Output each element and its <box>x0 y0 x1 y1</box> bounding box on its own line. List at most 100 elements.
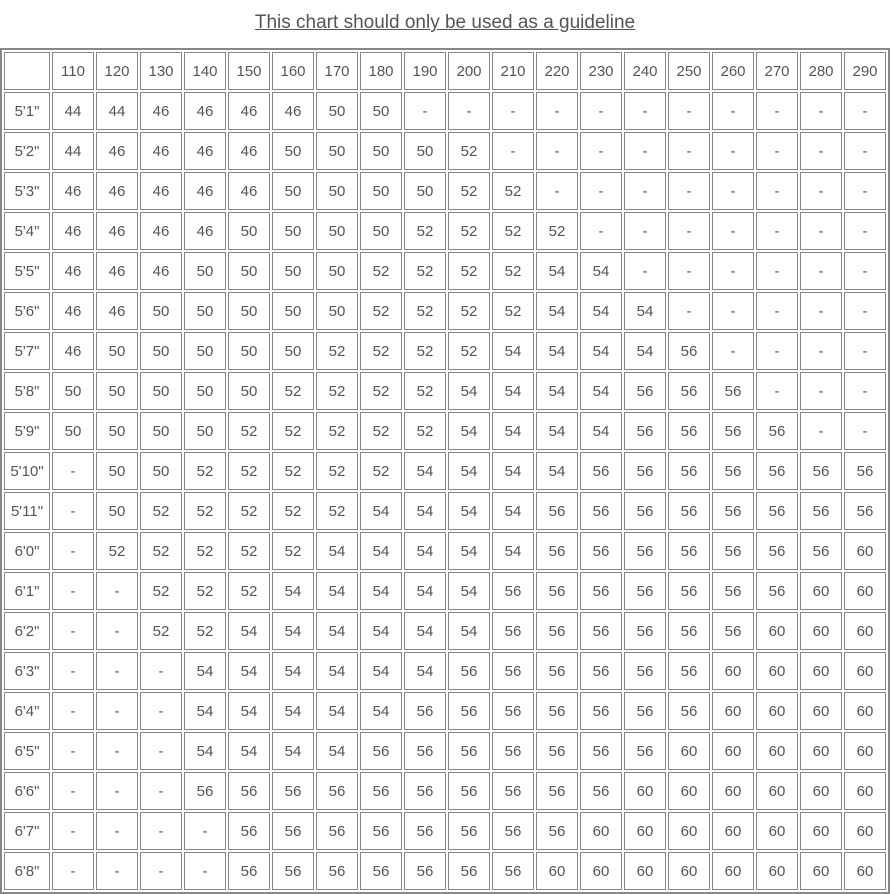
data-cell: - <box>668 212 710 250</box>
data-cell: 54 <box>360 572 402 610</box>
data-cell: 54 <box>536 252 578 290</box>
data-cell: 56 <box>184 772 226 810</box>
data-cell: - <box>756 212 798 250</box>
data-cell: 56 <box>668 612 710 650</box>
data-cell: 50 <box>140 332 182 370</box>
table-row: 5'2"44464646465050505052--------- <box>4 132 886 170</box>
data-cell: 60 <box>712 732 754 770</box>
table-row: 5'5"46464650505050525252525454------ <box>4 252 886 290</box>
data-cell: 54 <box>580 292 622 330</box>
data-cell: 52 <box>140 532 182 570</box>
column-header: 170 <box>316 52 358 90</box>
column-header: 200 <box>448 52 490 90</box>
data-cell: 54 <box>536 332 578 370</box>
data-cell: 54 <box>624 292 666 330</box>
data-cell: 54 <box>404 492 446 530</box>
data-cell: 54 <box>228 692 270 730</box>
data-cell: 56 <box>272 772 314 810</box>
row-header: 6'0" <box>4 532 50 570</box>
data-cell: 50 <box>228 332 270 370</box>
data-cell: 60 <box>800 732 842 770</box>
data-cell: 56 <box>668 492 710 530</box>
table-row: 6'2"--5252545454545454565656565656606060 <box>4 612 886 650</box>
data-cell: 56 <box>536 612 578 650</box>
data-cell: 54 <box>580 372 622 410</box>
data-cell: 46 <box>228 132 270 170</box>
data-cell: 50 <box>184 332 226 370</box>
data-cell: - <box>712 292 754 330</box>
data-cell: 56 <box>756 452 798 490</box>
data-cell: 56 <box>492 692 534 730</box>
data-cell: 56 <box>536 692 578 730</box>
data-cell: 60 <box>756 652 798 690</box>
data-cell: 50 <box>228 372 270 410</box>
data-cell: 54 <box>272 732 314 770</box>
data-cell: 50 <box>96 412 138 450</box>
data-cell: - <box>580 212 622 250</box>
data-cell: 56 <box>448 652 490 690</box>
data-cell: 56 <box>712 412 754 450</box>
data-cell: 56 <box>360 852 402 890</box>
data-cell: 54 <box>580 412 622 450</box>
data-cell: 56 <box>712 532 754 570</box>
data-cell: 52 <box>360 252 402 290</box>
data-cell: 50 <box>96 492 138 530</box>
data-cell: - <box>52 652 94 690</box>
data-cell: - <box>800 292 842 330</box>
data-cell: 52 <box>184 532 226 570</box>
data-cell: 52 <box>316 412 358 450</box>
data-cell: 56 <box>624 452 666 490</box>
data-cell: 56 <box>668 652 710 690</box>
data-cell: 60 <box>756 812 798 850</box>
data-cell: - <box>668 132 710 170</box>
data-cell: 56 <box>624 532 666 570</box>
data-cell: 56 <box>844 452 886 490</box>
data-cell: - <box>712 332 754 370</box>
data-cell: 46 <box>96 212 138 250</box>
data-cell: - <box>52 732 94 770</box>
data-cell: - <box>536 132 578 170</box>
data-cell: 54 <box>404 612 446 650</box>
data-cell: 52 <box>492 172 534 210</box>
data-cell: - <box>844 132 886 170</box>
row-header: 5'2" <box>4 132 50 170</box>
data-cell: 56 <box>272 852 314 890</box>
data-cell: 56 <box>360 732 402 770</box>
table-row: 5'1"4444464646465050----------- <box>4 92 886 130</box>
data-cell: 46 <box>96 292 138 330</box>
data-cell: 56 <box>712 492 754 530</box>
data-cell: 54 <box>404 532 446 570</box>
data-cell: - <box>96 692 138 730</box>
data-cell: 52 <box>404 212 446 250</box>
data-cell: 54 <box>272 612 314 650</box>
data-cell: 56 <box>448 732 490 770</box>
data-cell: 52 <box>140 492 182 530</box>
data-cell: 50 <box>272 332 314 370</box>
row-header: 6'8" <box>4 852 50 890</box>
data-cell: 60 <box>624 852 666 890</box>
data-cell: 52 <box>404 292 446 330</box>
data-cell: 50 <box>272 172 314 210</box>
data-cell: 54 <box>492 532 534 570</box>
data-cell: 56 <box>492 852 534 890</box>
data-cell: 52 <box>404 372 446 410</box>
data-cell: 56 <box>580 492 622 530</box>
data-cell: 52 <box>96 532 138 570</box>
data-cell: 54 <box>184 652 226 690</box>
data-cell: 52 <box>448 212 490 250</box>
data-cell: 46 <box>52 332 94 370</box>
data-cell: 54 <box>184 732 226 770</box>
data-cell: 50 <box>52 412 94 450</box>
column-header: 250 <box>668 52 710 90</box>
data-cell: 56 <box>668 532 710 570</box>
data-cell: 52 <box>448 252 490 290</box>
data-cell: 52 <box>448 132 490 170</box>
data-cell: 52 <box>228 412 270 450</box>
table-row: 5'10"-5050525252525254545454565656565656… <box>4 452 886 490</box>
column-header: 260 <box>712 52 754 90</box>
data-cell: 56 <box>404 772 446 810</box>
data-cell: 56 <box>712 372 754 410</box>
data-cell: 56 <box>668 572 710 610</box>
data-cell: - <box>756 292 798 330</box>
data-cell: 52 <box>140 612 182 650</box>
